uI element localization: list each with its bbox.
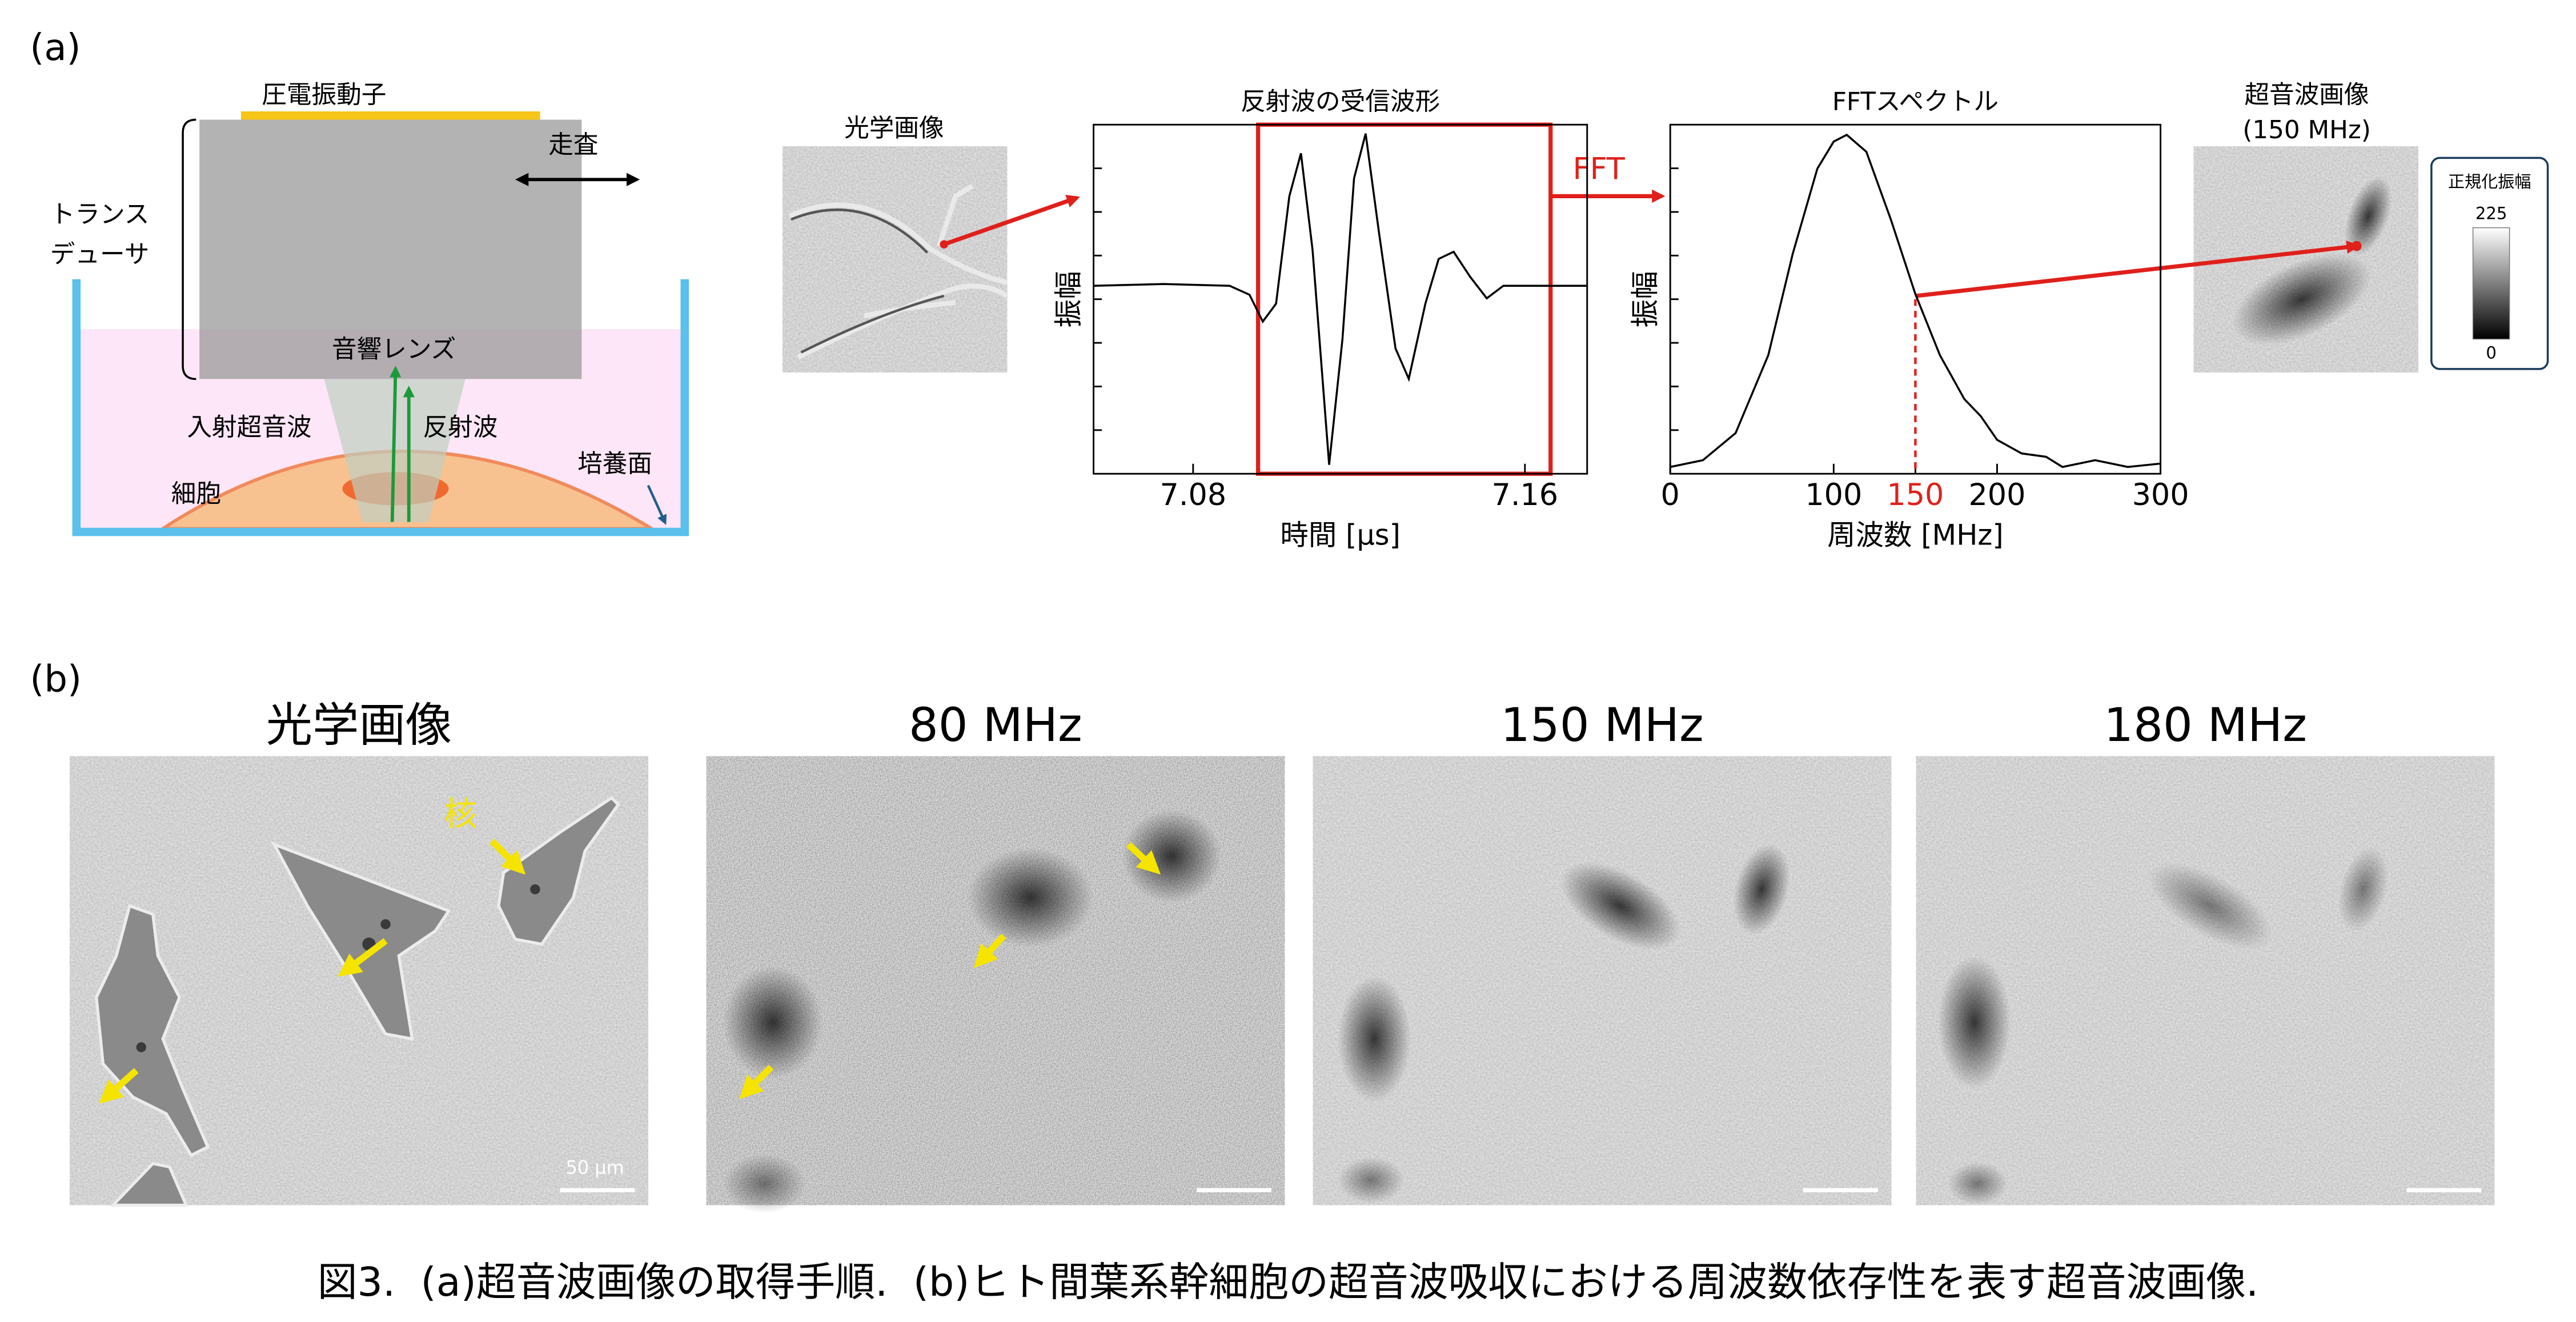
cell-outline bbox=[791, 209, 945, 354]
time-window bbox=[1255, 122, 1553, 476]
cell-outline bbox=[788, 184, 1009, 360]
cell bbox=[497, 796, 620, 946]
colorbar bbox=[2472, 227, 2510, 340]
nucleus-label: 核 bbox=[444, 795, 477, 834]
nucleus bbox=[380, 919, 391, 930]
arrow bbox=[489, 839, 526, 875]
cell-shadow bbox=[2148, 862, 2273, 950]
point bbox=[940, 240, 948, 249]
x-axis-label: 時間 [μs] bbox=[1280, 518, 1400, 551]
colorbar-label: 正規化振幅 bbox=[2448, 172, 2531, 191]
colorbar-ticks: 225 0 bbox=[2475, 203, 2507, 362]
y-axis-label: 振幅 bbox=[1628, 271, 1662, 327]
line bbox=[1093, 133, 1587, 465]
cell-shadow bbox=[1560, 862, 1680, 950]
image-title: 180 MHz bbox=[2104, 698, 2307, 752]
chart-title: FFTスペクトル bbox=[1832, 87, 1999, 116]
arrow bbox=[739, 1064, 774, 1099]
fft-label: FFT bbox=[1572, 152, 1625, 187]
arrow bbox=[338, 938, 388, 977]
dish bbox=[72, 279, 689, 536]
plot-frame bbox=[1093, 123, 1588, 475]
bracket bbox=[182, 118, 196, 380]
arrow bbox=[99, 1068, 139, 1104]
cell-shadow bbox=[1948, 1161, 2008, 1205]
ultrasound-image bbox=[1916, 756, 2495, 1205]
x-tick-label: 0 bbox=[1661, 478, 1680, 512]
image-title: 80 MHz bbox=[909, 698, 1082, 752]
incident-arrow bbox=[390, 366, 402, 522]
image-title: 超音波画像 bbox=[2245, 81, 2369, 110]
arrow bbox=[1126, 842, 1161, 875]
y-axis-label: 振幅 bbox=[1052, 271, 1085, 327]
cell-shadow bbox=[1122, 809, 1222, 903]
x-tick-label: 100 bbox=[1805, 478, 1862, 512]
colorbar-tick-label: 225 bbox=[2475, 203, 2507, 223]
cell bbox=[95, 904, 210, 1157]
cell bbox=[271, 842, 451, 1041]
x-tick-label: 7.16 bbox=[1492, 478, 1559, 512]
image-title: 光学画像 bbox=[844, 114, 944, 143]
x-axis-label: 周波数 [MHz] bbox=[1827, 518, 2003, 551]
cell-shadow bbox=[967, 847, 1094, 948]
label: 培養面 bbox=[577, 450, 652, 479]
cell-shadow bbox=[1338, 975, 1411, 1103]
nucleus bbox=[530, 884, 540, 895]
image-title: (150 MHz) bbox=[2242, 115, 2371, 145]
arrows bbox=[739, 842, 1161, 1099]
cell bbox=[109, 1161, 188, 1207]
x-tick-label: 7.08 bbox=[1160, 478, 1227, 512]
arrow bbox=[943, 195, 1080, 247]
arrows bbox=[99, 839, 526, 1104]
panel-label: (a) bbox=[30, 27, 81, 69]
image-title: 光学画像 bbox=[266, 698, 452, 752]
surface-arrow bbox=[647, 484, 667, 525]
label: 入射超音波 bbox=[187, 413, 311, 442]
caption: 図3. (a)超音波画像の取得手順. (b)ヒト間葉系幹細胞の超音波吸収における… bbox=[318, 1259, 2259, 1305]
cell-shadow bbox=[1338, 1157, 1405, 1204]
piezo-element bbox=[240, 111, 540, 120]
cell-shadow bbox=[1733, 844, 1790, 935]
line bbox=[1670, 133, 2161, 468]
label: 音響レンズ bbox=[332, 335, 456, 364]
label: デューサ bbox=[50, 240, 150, 269]
nuclei bbox=[136, 884, 540, 1052]
cell-shadow bbox=[723, 966, 823, 1079]
point bbox=[2352, 241, 2362, 251]
label: 細胞 bbox=[171, 479, 221, 508]
scale-bar-label: 50 μm bbox=[565, 1156, 624, 1178]
label: 圧電振動子 bbox=[262, 81, 386, 110]
panel-label: (b) bbox=[30, 659, 82, 701]
image-title: 150 MHz bbox=[1500, 698, 1704, 752]
x-tick-label: 300 bbox=[2132, 478, 2189, 512]
arrow bbox=[973, 934, 1006, 968]
cell-shadow bbox=[2345, 176, 2392, 256]
colorbar-tick-label: 0 bbox=[2486, 343, 2497, 363]
transducer bbox=[199, 119, 582, 379]
x-tick-label: 150 bbox=[1887, 478, 1944, 512]
cell-shadow bbox=[2232, 253, 2372, 345]
arrow bbox=[1916, 241, 2360, 298]
label: 反射波 bbox=[423, 413, 498, 442]
cell-shadow bbox=[2338, 847, 2389, 932]
nucleus bbox=[136, 1042, 147, 1052]
label: トランス bbox=[50, 200, 150, 229]
label: 走査 bbox=[548, 130, 598, 159]
cell-shadow bbox=[1937, 956, 2011, 1089]
cell-shadow bbox=[723, 1153, 806, 1214]
x-tick-label: 200 bbox=[1968, 478, 2025, 512]
ultrasound-image bbox=[1313, 756, 1892, 1205]
cells bbox=[95, 796, 620, 1207]
chart-title: 反射波の受信波形 bbox=[1241, 87, 1440, 116]
optical-image bbox=[783, 146, 1008, 372]
